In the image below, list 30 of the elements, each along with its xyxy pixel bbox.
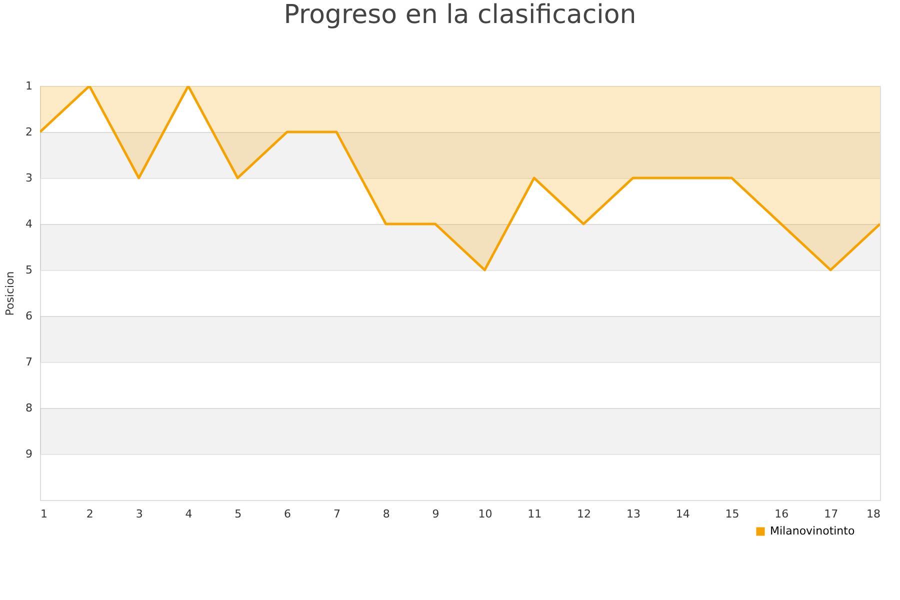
y-tick-label: 8: [26, 402, 32, 414]
y-tick-label: 5: [26, 264, 32, 276]
x-tick-label: 1: [40, 508, 48, 520]
x-tick-label: 6: [284, 508, 292, 520]
y-tick-label: 3: [26, 172, 32, 184]
legend-label: Milanovinotinto: [770, 524, 855, 538]
x-tick-label: 13: [626, 508, 640, 520]
x-tick-label: 12: [577, 508, 592, 520]
x-tick-label: 18: [866, 508, 880, 520]
x-tick-label: 15: [725, 508, 740, 520]
y-tick-label: 1: [26, 80, 32, 92]
x-tick-label: 4: [185, 508, 192, 520]
x-tick-label: 10: [478, 508, 492, 520]
x-tick-label: 5: [234, 508, 242, 520]
x-tick-label: 3: [136, 508, 143, 520]
x-tick-label: 9: [432, 508, 440, 520]
y-tick-label: 6: [26, 310, 32, 322]
y-tick-label: 2: [26, 126, 32, 138]
x-tick-label: 17: [824, 508, 838, 520]
y-axis-title: Posicion: [4, 271, 16, 316]
chart-title: Progreso en la clasificacion: [284, 0, 636, 30]
x-tick-label: 2: [86, 508, 94, 520]
x-tick-label: 11: [528, 508, 542, 520]
y-tick-label: 9: [26, 448, 32, 460]
x-tick-label: 16: [774, 508, 789, 520]
y-tick-label: 7: [26, 356, 32, 368]
x-tick-label: 7: [333, 508, 340, 520]
x-tick-label: 8: [382, 508, 390, 520]
y-tick-label: 4: [26, 218, 32, 230]
x-tick-label: 14: [676, 508, 690, 520]
